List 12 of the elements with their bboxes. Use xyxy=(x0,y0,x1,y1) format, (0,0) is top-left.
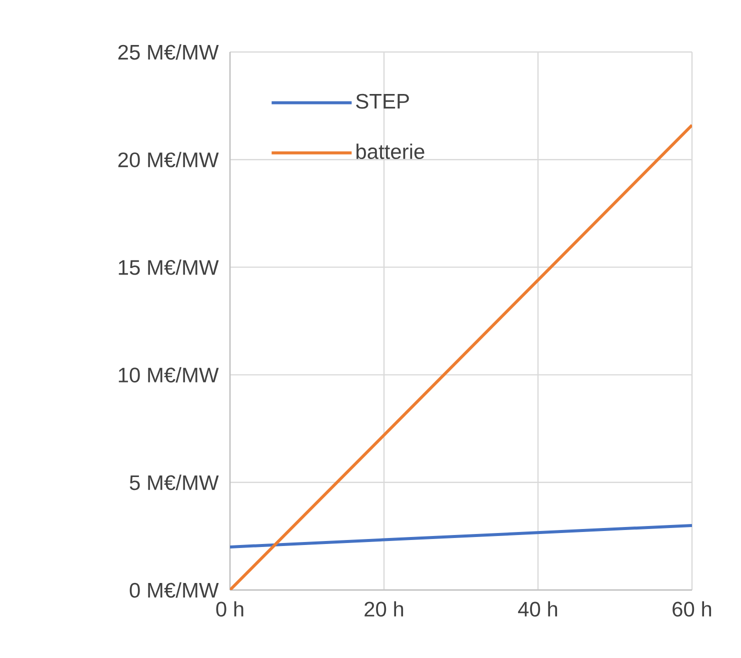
legend-label: STEP xyxy=(356,94,409,109)
x-tick-label: 0 h xyxy=(216,601,244,617)
y-tick-label: 5 M€/MW xyxy=(130,474,219,490)
y-tick-label: 15 M€/MW xyxy=(118,259,219,275)
x-tick-label: 20 h xyxy=(364,601,404,617)
y-tick-label: 20 M€/MW xyxy=(118,152,219,168)
x-tick-label: 40 h xyxy=(518,601,558,617)
y-tick-label: 10 M€/MW xyxy=(118,367,219,383)
legend-label: batterie xyxy=(356,144,424,160)
x-tick-label: 60 h xyxy=(672,601,712,617)
y-tick-label: 25 M€/MW xyxy=(118,44,219,60)
y-tick-label: 0 M€/MW xyxy=(130,582,219,598)
